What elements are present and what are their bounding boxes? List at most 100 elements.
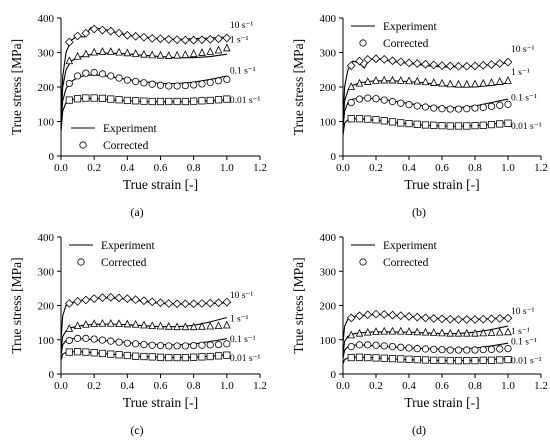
corrected-marker-triangle	[413, 76, 422, 85]
corrected-marker-triangle	[98, 47, 107, 55]
corrected-marker-circle	[65, 336, 73, 345]
corrected-marker-triangle	[131, 319, 140, 328]
corrected-marker-triangle	[115, 319, 123, 327]
corrected-marker-square	[504, 119, 512, 127]
corrected-marker-triangle	[421, 327, 430, 336]
corrected-marker-square	[214, 96, 223, 104]
corrected-marker-circle	[479, 346, 487, 354]
corrected-marker-diamond	[106, 26, 116, 36]
corrected-marker-square	[421, 121, 430, 129]
strain-rate-label: 10 s⁻¹	[511, 45, 535, 55]
series: 0.01 s⁻¹	[342, 115, 542, 136]
corrected-marker-triangle	[380, 75, 389, 84]
x-tick-label: 0.2	[87, 380, 101, 392]
corrected-marker-circle	[73, 334, 82, 342]
corrected-marker-triangle	[495, 327, 504, 336]
corrected-marker-diamond	[470, 315, 480, 324]
corrected-marker-square	[446, 357, 454, 365]
x-tick-label: 0.0	[54, 162, 68, 174]
strain-rate-label: 0.1 s⁻¹	[511, 338, 537, 348]
y-tick-label: 0	[49, 151, 55, 163]
corrected-marker-diamond	[445, 61, 455, 71]
corrected-marker-triangle	[90, 47, 99, 56]
corrected-marker-diamond	[164, 35, 174, 44]
series: 0.1 s⁻¹	[60, 334, 256, 356]
strain-rate-label: 0.1 s⁻¹	[230, 335, 256, 345]
corrected-marker-square	[115, 96, 123, 104]
corrected-marker-triangle	[214, 321, 223, 330]
corrected-marker-circle	[405, 100, 413, 109]
corrected-marker-square	[397, 119, 405, 127]
corrected-marker-triangle	[189, 322, 198, 331]
series: 1 s⁻¹	[342, 68, 530, 126]
corrected-marker-triangle	[438, 78, 446, 87]
corrected-marker-triangle	[148, 50, 157, 59]
corrected-marker-diamond	[131, 295, 140, 305]
corrected-marker-triangle	[487, 328, 496, 336]
strain-rate-label: 0.1 s⁻¹	[230, 66, 256, 76]
corrected-marker-diamond	[445, 314, 455, 324]
corrected-marker-triangle	[405, 327, 413, 335]
corrected-marker-circle	[115, 338, 123, 346]
y-tick-label: 300	[320, 48, 337, 60]
corrected-marker-triangle	[123, 48, 132, 57]
corrected-marker-square	[90, 349, 98, 357]
corrected-marker-triangle	[396, 76, 405, 84]
corrected-marker-diamond	[470, 61, 480, 71]
corrected-marker-square	[214, 352, 223, 360]
x-tick-label: 0.0	[336, 380, 350, 392]
corrected-marker-triangle	[198, 322, 206, 330]
series: 10 s⁻¹	[342, 45, 535, 122]
x-tick-label: 1.0	[501, 162, 515, 174]
x-tick-label: 0.2	[87, 162, 101, 174]
corrected-marker-circle	[397, 99, 405, 107]
corrected-marker-triangle	[82, 319, 90, 328]
corrected-marker-triangle	[222, 43, 231, 52]
corrected-marker-circle	[82, 334, 90, 342]
corrected-marker-square	[479, 121, 487, 129]
strain-rate-label: 0.01 s⁻¹	[230, 354, 261, 364]
corrected-marker-circle	[421, 345, 430, 353]
corrected-marker-square	[140, 352, 148, 361]
corrected-marker-square	[446, 122, 454, 130]
corrected-marker-circle	[413, 102, 421, 110]
corrected-marker-diamond	[355, 56, 364, 66]
y-tick-label: 200	[320, 301, 337, 313]
corrected-marker-circle	[504, 100, 512, 108]
corrected-marker-circle	[496, 345, 504, 353]
corrected-marker-diamond	[172, 299, 182, 309]
corrected-marker-square	[165, 97, 173, 106]
x-tick-label: 0.4	[120, 162, 134, 174]
corrected-marker-triangle	[347, 82, 356, 90]
corrected-marker-triangle	[347, 330, 356, 339]
corrected-marker-triangle	[355, 78, 364, 87]
corrected-marker-triangle	[181, 322, 190, 331]
corrected-marker-triangle	[495, 77, 504, 85]
legend-corrected-label: Corrected	[101, 257, 147, 269]
legend-corrected-label: Corrected	[383, 257, 429, 269]
corrected-marker-square	[487, 356, 496, 364]
corrected-marker-diamond	[371, 54, 381, 64]
corrected-marker-square	[463, 357, 471, 365]
x-tick-label: 0.8	[468, 162, 482, 174]
corrected-marker-triangle	[123, 319, 132, 328]
corrected-marker-diamond	[404, 58, 414, 68]
corrected-marker-diamond	[147, 33, 157, 43]
corrected-marker-square	[405, 355, 413, 363]
corrected-marker-diamond	[437, 314, 447, 324]
corrected-marker-square	[132, 352, 140, 360]
strain-rate-label: 0.01 s⁻¹	[230, 96, 261, 106]
legend: Experiment Corrected	[351, 240, 437, 269]
corrected-marker-square	[181, 97, 189, 106]
x-tick-label: 1.2	[253, 380, 267, 392]
x-tick-label: 0.8	[468, 380, 482, 392]
y-tick-label: 400	[320, 232, 337, 244]
corrected-marker-diamond	[214, 298, 223, 308]
corrected-marker-square	[413, 120, 421, 128]
corrected-marker-triangle	[206, 321, 215, 330]
corrected-marker-circle	[165, 82, 173, 90]
corrected-marker-square	[190, 97, 198, 105]
strain-rate-label: 1 s⁻¹	[230, 35, 249, 45]
corrected-marker-triangle	[462, 328, 471, 337]
corrected-marker-circle	[181, 82, 189, 90]
